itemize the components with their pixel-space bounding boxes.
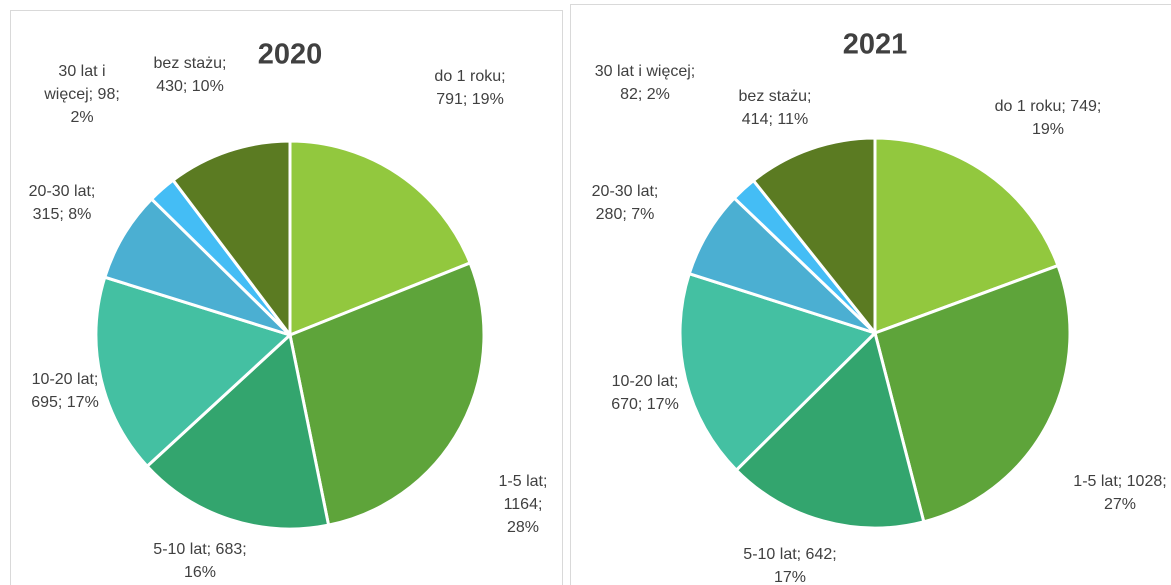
panel [570, 4, 1171, 585]
data-label: bez stażu; 414; 11% [738, 88, 812, 128]
pie-slice [145, 332, 331, 531]
pie-slice [288, 260, 486, 527]
pie-slice [678, 271, 878, 473]
data-label: bez stażu; 430; 10% [153, 55, 227, 95]
chart-title: 2021 [842, 28, 908, 61]
data-label: 20-30 lat; 280; 7% [591, 183, 659, 223]
pie-slice [751, 136, 877, 338]
data-label: 30 lat i więcej; 98; 2% [44, 63, 120, 126]
data-label: 30 lat i więcej; 82; 2% [594, 63, 696, 103]
data-label: 10-20 lat; 670; 17% [611, 373, 679, 413]
pie-slice [170, 139, 292, 340]
pie-slice [873, 136, 1060, 336]
data-label: 5-10 lat; 683; 16% [153, 541, 247, 581]
pie-slice [94, 275, 293, 469]
data-label: 5-10 lat; 642; 17% [743, 546, 837, 585]
panel [10, 10, 563, 585]
data-label: do 1 roku; 749; 19% [994, 98, 1102, 138]
pie-slice [734, 330, 926, 530]
chart-title: 2020 [257, 38, 323, 71]
data-label: 10-20 lat; 695; 17% [31, 371, 99, 411]
data-label: 1-5 lat; 1028; 27% [1073, 473, 1167, 513]
pie-slice [288, 139, 473, 338]
data-label: do 1 roku; 791; 19% [434, 68, 506, 108]
pie-slice [873, 263, 1072, 524]
data-label: 20-30 lat; 315; 8% [28, 183, 96, 223]
data-label: 1-5 lat; 1164; 28% [498, 473, 548, 536]
